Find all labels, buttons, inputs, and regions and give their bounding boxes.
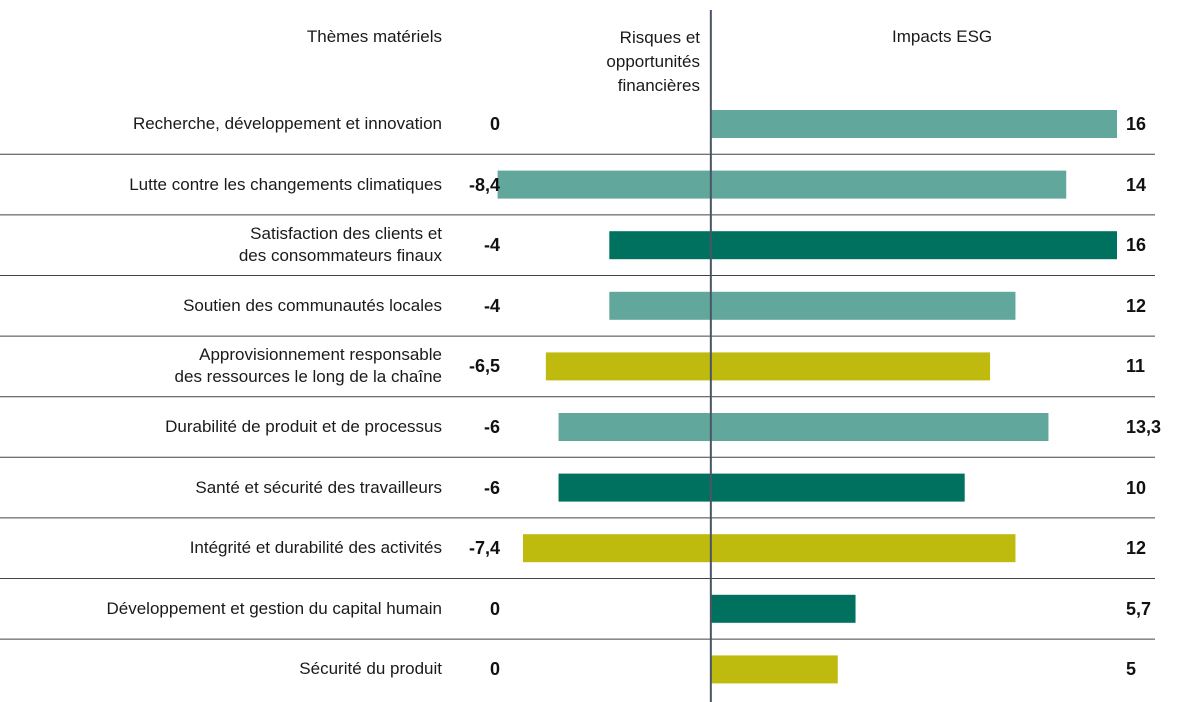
bar <box>710 352 991 381</box>
value-label: -8,4 <box>468 174 500 195</box>
value-label: 0 <box>489 659 500 680</box>
category-label: Satisfaction des clients et des consomma… <box>238 224 442 266</box>
bar <box>710 594 856 623</box>
bar <box>710 473 965 502</box>
column-header: Impacts ESG <box>892 27 993 46</box>
value-label: 16 <box>1126 235 1147 256</box>
value-label: 0 <box>489 598 500 619</box>
value-label: -4 <box>483 295 500 316</box>
category-label: Durabilité de produit et de processus <box>165 417 442 436</box>
bar <box>558 473 711 502</box>
column-header: Risques et opportunités financières <box>606 28 700 95</box>
value-label: 0 <box>489 114 500 134</box>
category-label: Soutien des communautés locales <box>183 295 442 315</box>
column-header: Thèmes matériels <box>306 27 442 46</box>
value-label: 12 <box>1126 295 1147 316</box>
bar <box>710 170 1067 199</box>
bar <box>497 170 711 199</box>
value-label: -6 <box>483 477 500 498</box>
value-label: -7,4 <box>468 538 500 559</box>
category-label: Santé et sécurité des travailleurs <box>195 477 442 497</box>
value-label: 14 <box>1126 174 1147 195</box>
bar <box>609 291 711 320</box>
bar <box>710 110 1117 138</box>
value-label: 11 <box>1126 356 1146 377</box>
value-label: 5,7 <box>1126 598 1152 619</box>
value-label: 13,3 <box>1126 417 1162 437</box>
bar <box>710 231 1117 260</box>
bar <box>710 655 838 684</box>
category-label: Lutte contre les changements climatiques <box>129 174 442 194</box>
bar <box>545 352 711 381</box>
value-label: 10 <box>1126 477 1147 498</box>
value-label: 12 <box>1126 538 1147 559</box>
category-label: Développement et gestion du capital huma… <box>106 598 443 618</box>
category-label: Approvisionnement responsable des ressou… <box>174 345 442 387</box>
value-label: 16 <box>1126 114 1147 134</box>
bar <box>523 534 711 563</box>
bar <box>710 291 1016 320</box>
value-label: -6 <box>483 417 500 437</box>
bar <box>710 413 1049 441</box>
value-label: 5 <box>1126 659 1137 680</box>
category-label: Recherche, développement et innovation <box>132 114 442 133</box>
value-label: -6,5 <box>468 356 500 377</box>
category-label: Intégrité et durabilité des activités <box>189 538 442 558</box>
bar <box>609 231 711 260</box>
category-label: Sécurité du produit <box>299 659 442 679</box>
bar <box>710 534 1016 563</box>
bar <box>558 413 711 441</box>
value-label: -4 <box>483 235 500 256</box>
